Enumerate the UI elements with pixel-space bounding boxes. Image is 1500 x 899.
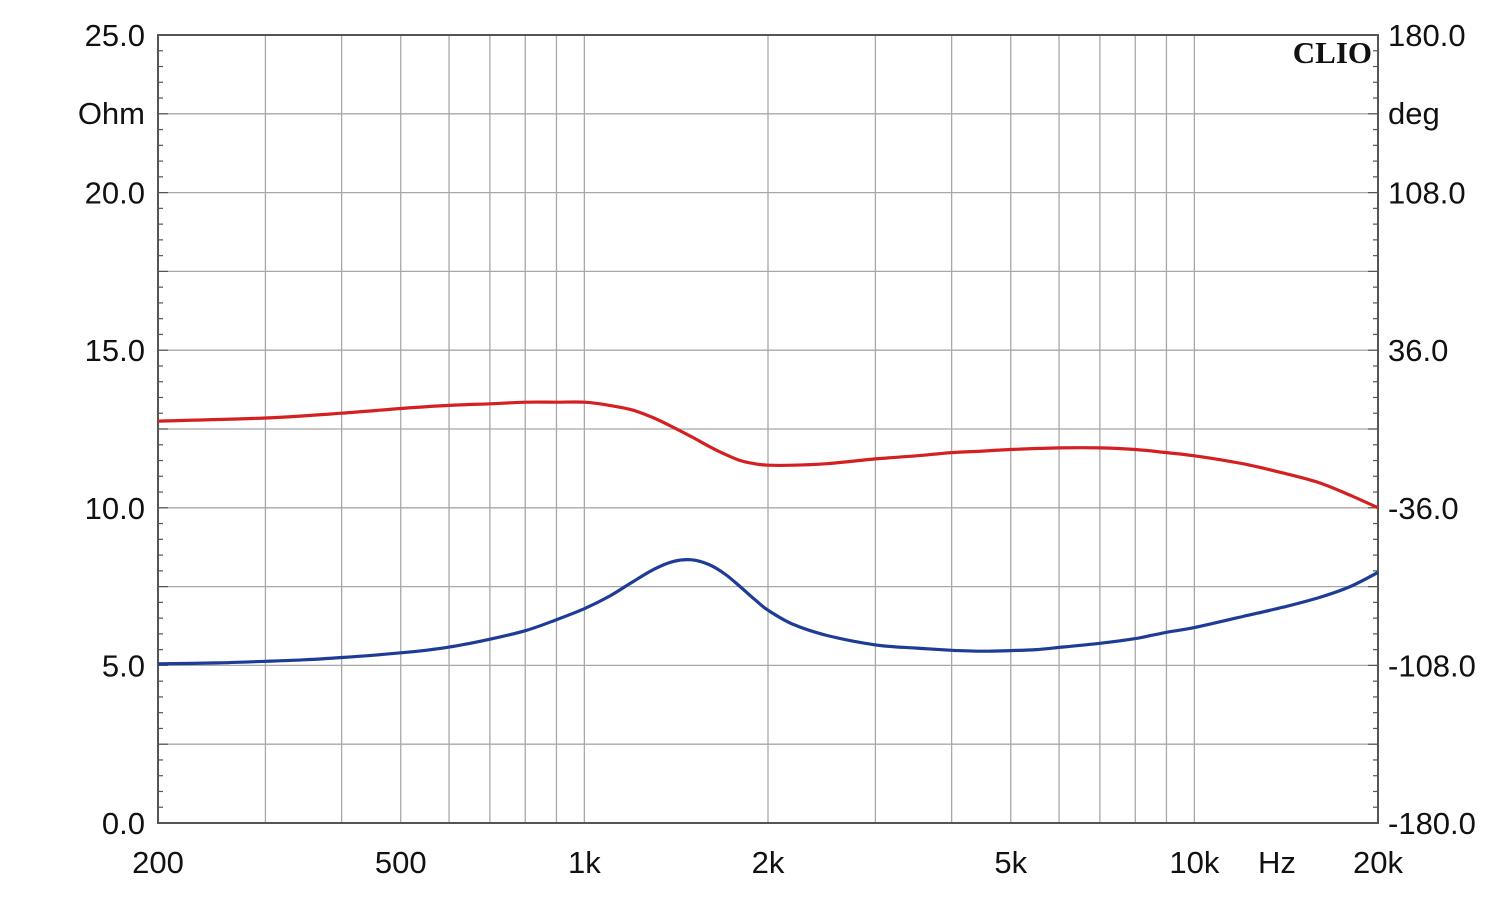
y-right-tick-label: -180.0 bbox=[1388, 806, 1476, 841]
series-layer bbox=[157, 400, 1379, 666]
y-left-tick-label: 25.0 bbox=[85, 18, 145, 53]
y-right-unit-label: deg bbox=[1388, 96, 1440, 131]
y-left-tick-label: 15.0 bbox=[85, 333, 145, 368]
x-tick-label: 1k bbox=[568, 845, 601, 880]
y-left-unit-label: Ohm bbox=[78, 96, 145, 131]
y-left-tick-label: 20.0 bbox=[85, 176, 145, 211]
y-left-tick-label: 10.0 bbox=[85, 491, 145, 526]
y-right-tick-label: -36.0 bbox=[1388, 491, 1459, 526]
x-tick-label: 200 bbox=[132, 845, 184, 880]
x-tick-label: 2k bbox=[752, 845, 785, 880]
x-tick-label: 10k bbox=[1169, 845, 1219, 880]
x-tick-label: 500 bbox=[375, 845, 427, 880]
y-right-tick-label: 108.0 bbox=[1388, 176, 1466, 211]
x-tick-labels: 200 500 1k 2k 5k 10k 20k bbox=[132, 845, 1403, 880]
plot-frame bbox=[157, 34, 1379, 824]
x-unit-label: Hz bbox=[1258, 845, 1296, 880]
series-line-1 bbox=[157, 400, 1379, 510]
y-right-tick-label: -108.0 bbox=[1388, 648, 1476, 683]
y-right-tick-label: 36.0 bbox=[1388, 333, 1448, 368]
x-tick-label: 20k bbox=[1353, 845, 1403, 880]
y-right-tick-labels: -180.0 -108.0 -36.0 36.0 108.0 180.0 bbox=[1388, 18, 1476, 841]
series-line-2 bbox=[157, 558, 1379, 666]
x-tick-label: 5k bbox=[994, 845, 1027, 880]
y-right-tick-label: 180.0 bbox=[1388, 18, 1466, 53]
y-left-tick-labels: 0.0 5.0 10.0 15.0 20.0 25.0 bbox=[85, 18, 145, 841]
y-left-tick-label: 0.0 bbox=[102, 806, 145, 841]
brand-logo: CLIO bbox=[1293, 35, 1372, 70]
y-left-tick-label: 5.0 bbox=[102, 648, 145, 683]
